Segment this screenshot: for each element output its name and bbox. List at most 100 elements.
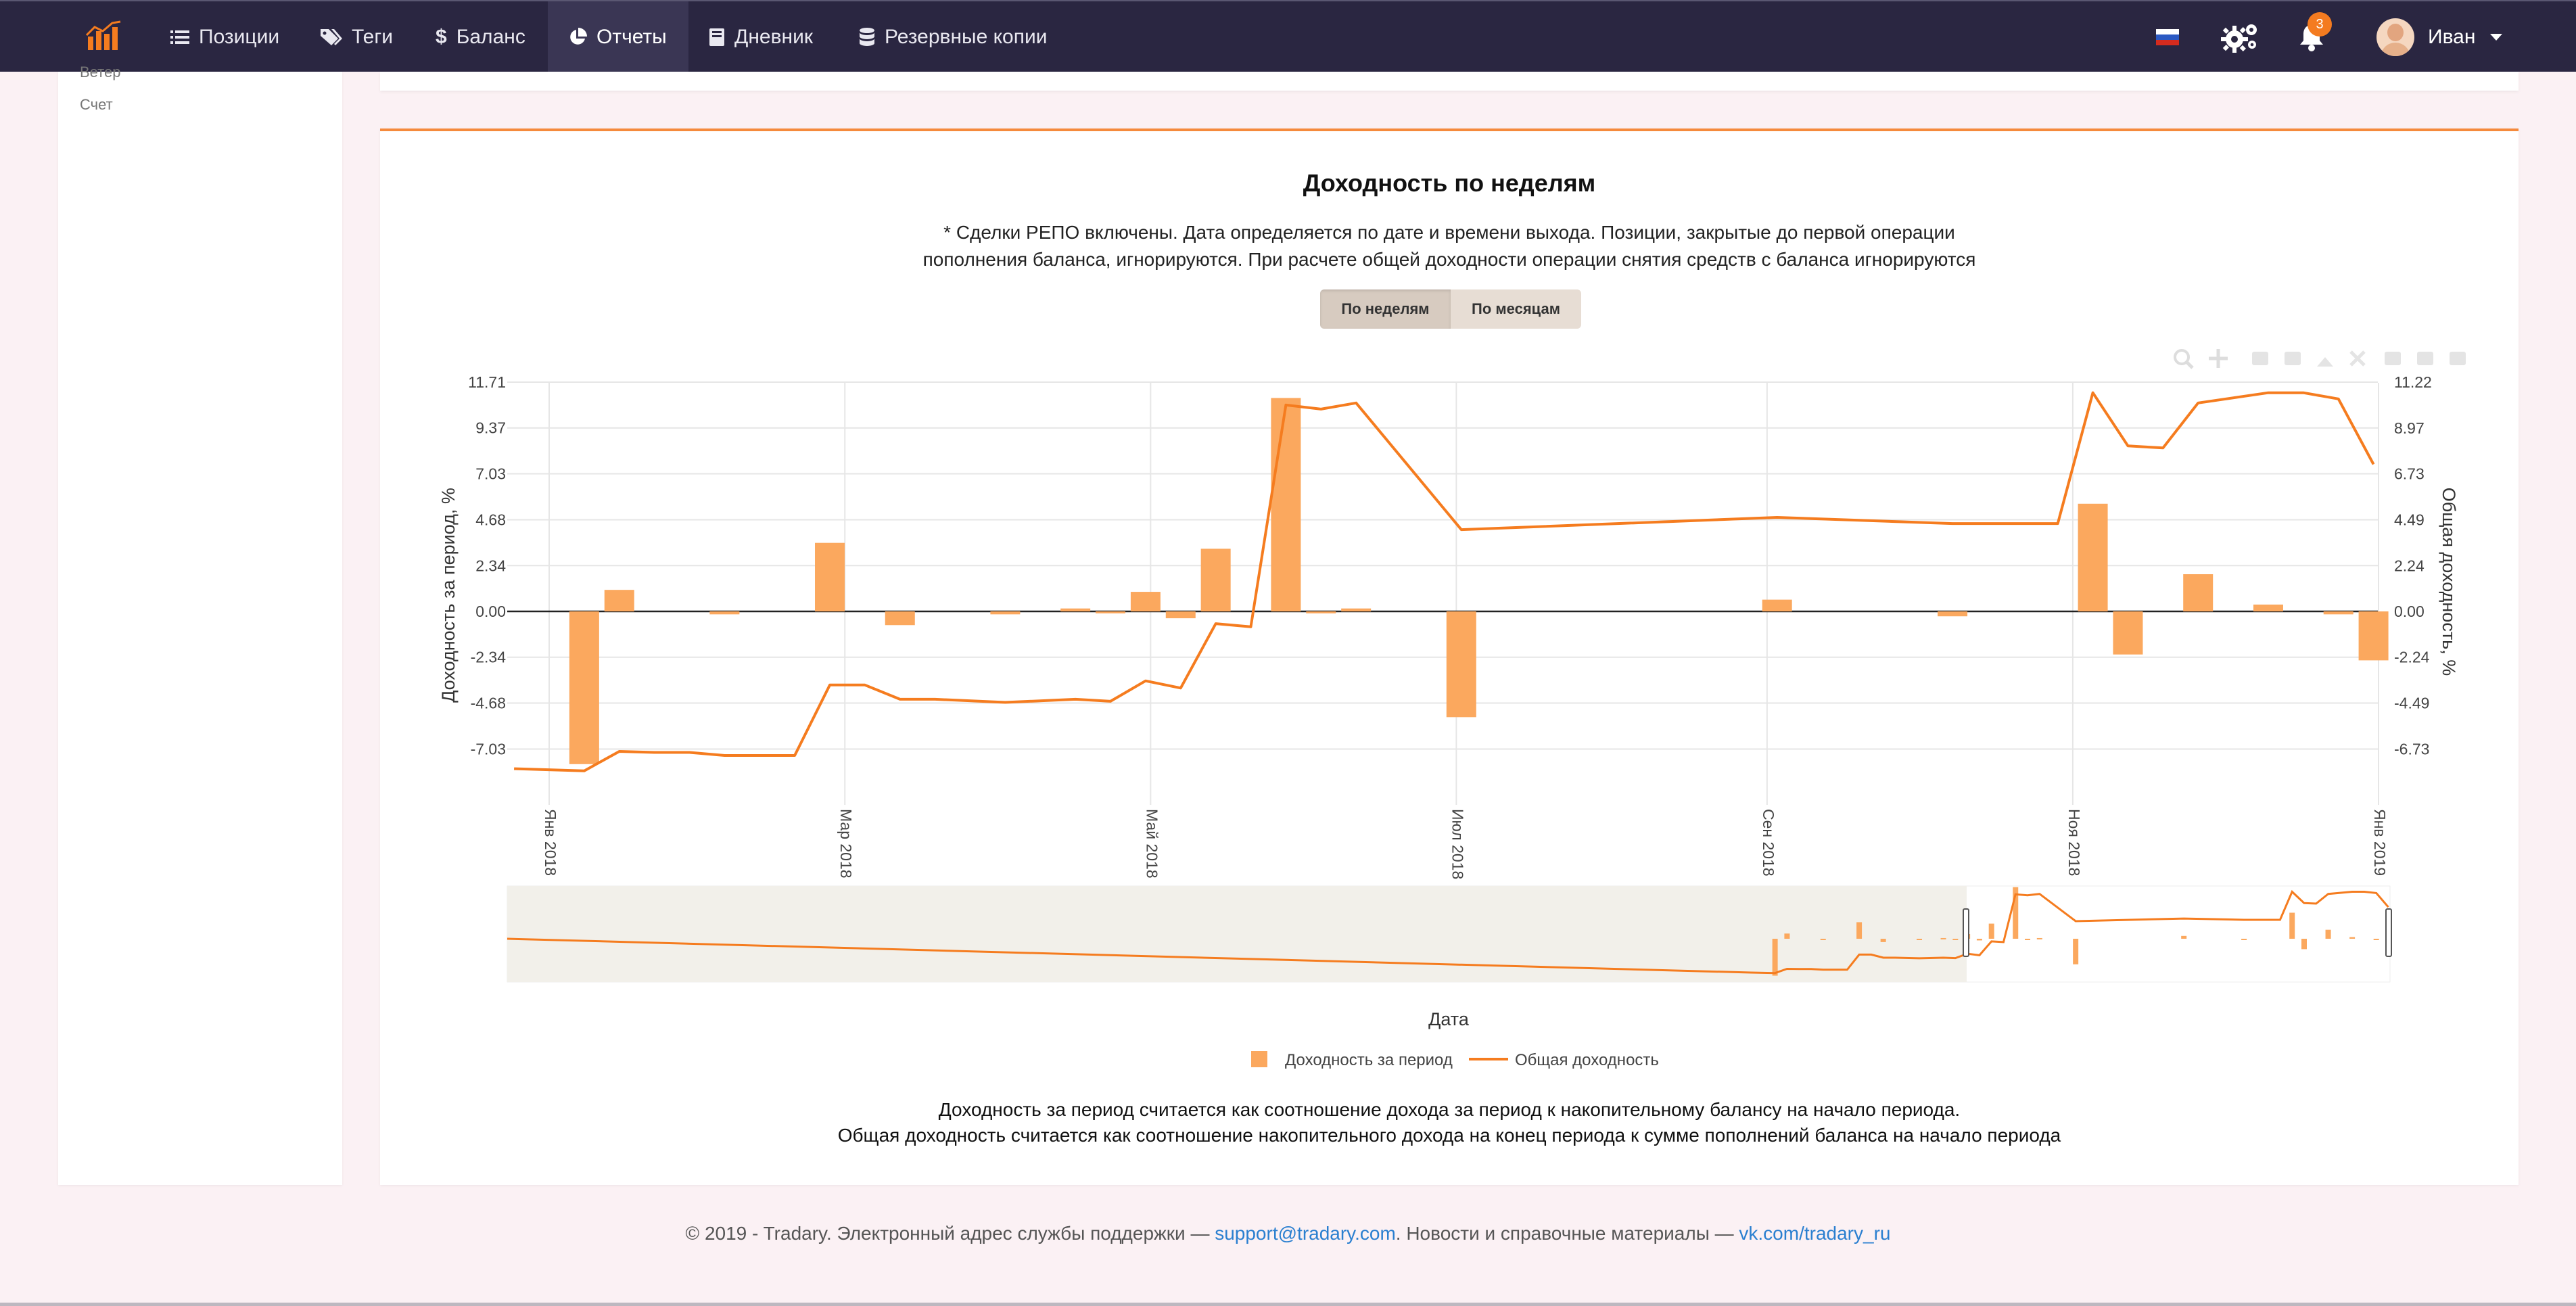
reset-axes-icon[interactable] <box>2349 350 2366 367</box>
y-right-tick-label: 2.24 <box>2394 557 2425 574</box>
nav-backups-label: Резервные копии <box>885 26 1048 48</box>
nav-reports[interactable]: Отчеты <box>548 1 688 73</box>
footnote-line-1: Доходность за период считается как соотн… <box>938 1099 1961 1120</box>
slider-bar <box>2036 937 2042 939</box>
app-logo-icon[interactable] <box>85 20 122 53</box>
slider-bar <box>2301 939 2307 950</box>
y-right-tick-label: 6.73 <box>2394 465 2425 483</box>
slider-bar <box>1880 939 1886 942</box>
list-icon <box>170 29 189 45</box>
nav-balance-label: Баланс <box>456 26 525 48</box>
hover-compare-icon[interactable] <box>2450 352 2466 365</box>
nav-diary[interactable]: Дневник <box>709 1 813 73</box>
zoom-out-icon[interactable] <box>2285 352 2301 365</box>
period-return-bar[interactable] <box>1762 599 1792 611</box>
autoscale-icon[interactable] <box>2317 357 2333 367</box>
y-right-tick-label: -2.24 <box>2394 649 2430 666</box>
top-navbar: Позиции Теги $ Баланс Отчеты Дневник Рез… <box>0 0 2576 73</box>
zoom-icon[interactable] <box>2174 349 2194 369</box>
period-return-bar[interactable] <box>1341 608 1372 611</box>
total-return-series[interactable] <box>514 391 2375 772</box>
sidebar-item-wind[interactable]: Ветер <box>80 64 121 80</box>
slider-bar <box>2241 939 2247 940</box>
period-return-bar[interactable] <box>1096 611 1126 613</box>
period-return-bar[interactable] <box>1446 611 1476 718</box>
slider-bar <box>2373 939 2379 940</box>
nav-backups[interactable]: Резервные копии <box>859 1 1048 73</box>
zoom-in-icon[interactable] <box>2252 352 2268 365</box>
support-email-link[interactable]: support@tradary.com <box>1215 1223 1396 1244</box>
period-return-bar[interactable] <box>569 611 599 764</box>
nav-positions[interactable]: Позиции <box>170 1 279 73</box>
nav-tags[interactable]: Теги <box>319 1 393 73</box>
slider-bar <box>1772 939 1778 976</box>
vk-link[interactable]: vk.com/tradary_ru <box>1739 1223 1891 1244</box>
nav-tags-label: Теги <box>352 26 394 48</box>
footer-text-1: © 2019 - Tradary. Электронный адрес служ… <box>685 1223 1215 1244</box>
period-return-bar[interactable] <box>604 590 634 611</box>
y-right-ticks: 11.22 8.97 6.73 4.49 2.24 0.00 -2.24 -4.49 -6.73 <box>2394 373 2432 757</box>
spike-lines-icon[interactable] <box>2385 352 2401 365</box>
slider-bar <box>2073 939 2079 964</box>
chart-legend: Доходность за период Общая доходность <box>1251 1051 1659 1069</box>
x-tick-label: Ноя 2018 <box>2065 809 2083 876</box>
range-handle-right[interactable] <box>2385 908 2392 957</box>
by-months-button[interactable]: По месяцам <box>1451 289 1581 329</box>
period-return-bar[interactable] <box>1165 611 1196 619</box>
period-return-bar[interactable] <box>2253 604 2283 611</box>
period-return-bar[interactable] <box>2358 611 2389 661</box>
y-left-tick-label: 7.03 <box>475 465 506 482</box>
slider-bar <box>2013 887 2019 939</box>
y-left-tick-label: 0.00 <box>475 603 506 620</box>
range-slider[interactable] <box>507 885 2392 983</box>
user-menu[interactable]: Иван <box>2376 1 2503 73</box>
y-right-tick-label: -6.73 <box>2394 740 2429 757</box>
y-left-tick-label: -4.68 <box>471 694 506 712</box>
y-left-tick-label: 4.68 <box>475 511 506 529</box>
footer-text-2: . Новости и справочные материалы — <box>1395 1223 1739 1244</box>
pan-icon[interactable] <box>2209 349 2228 368</box>
slider-bar <box>2325 929 2331 939</box>
hover-closest-icon[interactable] <box>2417 352 2433 365</box>
period-return-bar[interactable] <box>990 611 1021 615</box>
period-return-bar[interactable] <box>1271 398 1301 611</box>
nav-balance[interactable]: $ Баланс <box>436 1 525 73</box>
page-footer: © 2019 - Tradary. Электронный адрес служ… <box>0 1223 2576 1244</box>
x-tick-label: Сен 2018 <box>1760 809 1777 877</box>
period-return-bar[interactable] <box>1130 592 1161 611</box>
period-return-bar[interactable] <box>1060 608 1091 611</box>
range-slider-mask <box>507 886 1967 982</box>
period-return-bar[interactable] <box>1306 611 1336 613</box>
period-return-bar[interactable] <box>2323 611 2353 615</box>
period-return-bar[interactable] <box>2078 503 2108 611</box>
period-return-bar[interactable] <box>815 542 845 611</box>
period-return-bar[interactable] <box>885 611 915 626</box>
settings-gears-icon[interactable] <box>2221 1 2260 73</box>
period-return-bar[interactable] <box>2113 611 2143 655</box>
legend-label-bars[interactable]: Доходность за период <box>1285 1051 1453 1069</box>
sidebar-item-account[interactable]: Счет <box>80 96 113 113</box>
language-flag-icon[interactable] <box>2156 1 2179 73</box>
range-handle-left[interactable] <box>1963 908 1969 957</box>
legend-label-line[interactable]: Общая доходность <box>1515 1051 1659 1069</box>
returns-chart: 11.71 9.37 7.03 4.68 2.34 0.00 -2.34 -4.68 -7.03… <box>438 349 2466 1069</box>
nav-positions-label: Позиции <box>199 26 280 48</box>
y-right-tick-label: 8.97 <box>2394 419 2425 437</box>
report-footnote: Доходность за период считается как соотн… <box>380 1097 2519 1148</box>
database-icon <box>859 27 875 47</box>
x-tick-label: Май 2018 <box>1143 809 1161 879</box>
slider-bar <box>1952 939 1959 940</box>
slider-bar <box>1856 922 1863 939</box>
book-icon <box>709 28 725 47</box>
by-weeks-button[interactable]: По неделям <box>1320 289 1451 329</box>
period-return-bar[interactable] <box>2183 574 2214 611</box>
period-return-bar[interactable] <box>1200 549 1231 611</box>
y-right-tick-label: 11.22 <box>2394 373 2432 391</box>
y-left-tick-label: -2.34 <box>471 649 507 666</box>
slider-line <box>507 889 2389 975</box>
period-return-bar[interactable] <box>1938 611 1968 617</box>
dollar-icon: $ <box>436 26 447 48</box>
x-tick-label: Мар 2018 <box>837 809 855 879</box>
period-return-bar[interactable] <box>709 611 740 615</box>
nav-reports-label: Отчеты <box>596 26 667 48</box>
